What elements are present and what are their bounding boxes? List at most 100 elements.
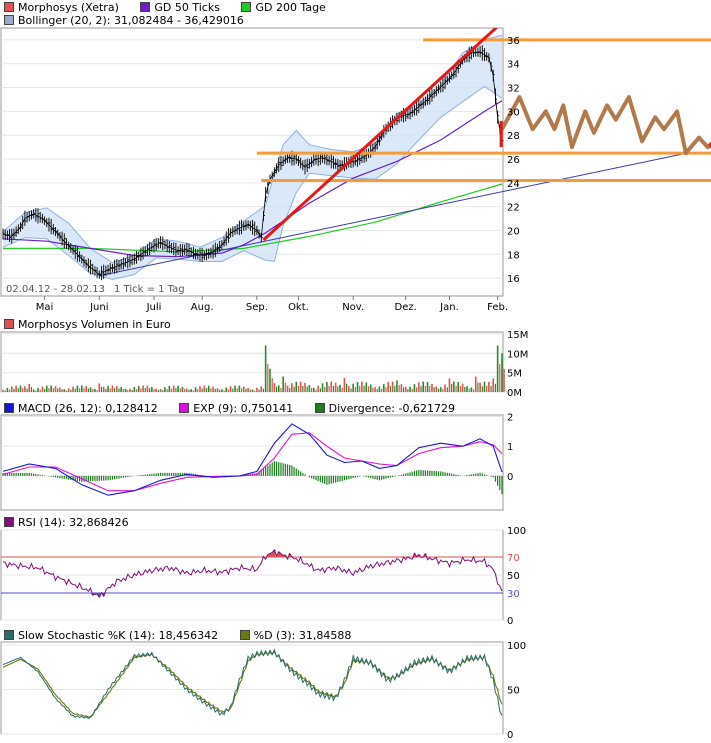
volume-bar bbox=[13, 388, 15, 392]
volume-bar bbox=[203, 385, 206, 392]
legend-stoch-k: Slow Stochastic %K (14): 18,456342 bbox=[4, 629, 218, 642]
volume-bar bbox=[109, 388, 111, 392]
volume-tick-label: 15M bbox=[507, 330, 528, 341]
volume-bar bbox=[105, 388, 107, 392]
volume-bar bbox=[404, 386, 407, 392]
volume-bar bbox=[433, 387, 435, 392]
volume-bar bbox=[15, 385, 17, 392]
volume-bar bbox=[65, 390, 68, 392]
volume-bar bbox=[470, 387, 473, 392]
macd-tick-label: 2 bbox=[507, 412, 513, 423]
stoch-tick-label: 0 bbox=[507, 730, 513, 741]
date-range: 02.04.12 - 28.02.13 bbox=[6, 284, 105, 295]
volume-bar bbox=[10, 386, 13, 392]
month-label: Okt. bbox=[288, 302, 309, 313]
volume-bar bbox=[216, 388, 219, 392]
volume-bar bbox=[242, 386, 245, 392]
volume-bar bbox=[389, 386, 391, 392]
rsi-tick-label: 0 bbox=[507, 616, 513, 627]
volume-bar bbox=[157, 389, 159, 392]
volume-bar bbox=[496, 345, 499, 392]
volume-bar bbox=[87, 388, 89, 392]
volume-bar bbox=[153, 389, 155, 392]
volume-bar bbox=[137, 385, 140, 392]
volume-bar bbox=[319, 388, 321, 392]
volume-bar bbox=[6, 387, 9, 392]
legend-label: Morphosys (Xetra) bbox=[18, 1, 119, 14]
volume-bar bbox=[170, 388, 173, 392]
volume-bar bbox=[503, 368, 505, 392]
volume-bar bbox=[308, 385, 311, 392]
volume-axis-ticks: 15M 10M 5M 0M bbox=[507, 330, 528, 399]
volume-bar bbox=[299, 381, 302, 392]
legend-macd: MACD (26, 12): 0,128412 bbox=[4, 402, 158, 415]
volume-bar bbox=[28, 383, 31, 392]
volume-bar bbox=[418, 382, 420, 392]
volume-bar bbox=[273, 383, 276, 392]
volume-bar bbox=[70, 389, 72, 392]
volume-bar bbox=[422, 381, 425, 392]
volume-bar bbox=[490, 385, 492, 392]
volume-legend: Morphosys Volumen in Euro bbox=[4, 318, 189, 331]
volume-bar bbox=[359, 386, 361, 392]
legend-exp: EXP (9): 0,750141 bbox=[179, 402, 293, 415]
volume-bar bbox=[302, 385, 304, 392]
volume-bar bbox=[236, 388, 238, 392]
volume-bar bbox=[295, 381, 298, 392]
volume-bar bbox=[142, 385, 144, 392]
volume-bar bbox=[111, 385, 114, 392]
price-legend: Morphosys (Xetra) GD 50 Ticks GD 200 Tag… bbox=[4, 1, 344, 14]
price-tick-label: 36 bbox=[507, 36, 520, 47]
volume-bars bbox=[2, 345, 505, 392]
macd-axis-ticks: 2 1 0 bbox=[507, 412, 513, 482]
volume-bar bbox=[374, 387, 376, 392]
volume-bar bbox=[76, 385, 79, 392]
volume-bar bbox=[289, 388, 291, 392]
volume-tick-label: 0M bbox=[507, 388, 522, 399]
volume-bar bbox=[107, 385, 109, 392]
price-tick-label: 24 bbox=[507, 179, 520, 190]
volume-bar bbox=[334, 382, 337, 392]
month-labels: Mai Juni Juli Aug. Sep. Okt. Nov. Dez. Jan. Feb. bbox=[36, 296, 508, 313]
price-panel: 16 18 20 22 24 26 28 30 32 34 36 02.04.12 - 28.02.… bbox=[0, 27, 711, 297]
volume-bar bbox=[483, 381, 486, 392]
volume-bar bbox=[80, 385, 83, 392]
volume-bar bbox=[234, 385, 236, 392]
volume-bar bbox=[343, 378, 346, 392]
volume-panel: 15M 10M 5M 0M bbox=[0, 330, 528, 399]
month-label: Juni bbox=[89, 302, 108, 313]
volume-bar bbox=[162, 390, 164, 392]
volume-bar bbox=[89, 387, 92, 392]
month-label: Aug. bbox=[191, 302, 214, 313]
volume-bar bbox=[369, 384, 372, 392]
macd-signal-line bbox=[2, 432, 503, 492]
legend-stoch-d: %D (3): 31,84588 bbox=[239, 629, 351, 642]
volume-bar bbox=[232, 388, 234, 392]
macd-line bbox=[2, 423, 503, 496]
volume-bar bbox=[317, 385, 319, 392]
volume-bar bbox=[37, 388, 39, 392]
volume-bar bbox=[116, 385, 118, 392]
volume-bar bbox=[129, 388, 131, 392]
volume-bar bbox=[207, 385, 210, 392]
bollinger-lower-line bbox=[2, 85, 503, 280]
volume-tick-label: 10M bbox=[507, 349, 528, 360]
volume-bar bbox=[321, 383, 324, 392]
volume-bar bbox=[219, 389, 221, 392]
volume-bar bbox=[122, 389, 124, 392]
stoch-legend: Slow Stochastic %K (14): 18,456342 %D (3… bbox=[4, 629, 369, 642]
legend-price: Morphosys (Xetra) bbox=[4, 1, 119, 14]
stoch-axis-ticks: 100 50 0 bbox=[507, 641, 526, 741]
volume-bar bbox=[396, 380, 398, 392]
volume-bar bbox=[184, 388, 186, 392]
macd-legend: MACD (26, 12): 0,128412 EXP (9): 0,75014… bbox=[4, 402, 473, 415]
legend-label: GD 50 Ticks bbox=[154, 1, 220, 14]
volume-bar bbox=[74, 388, 76, 392]
volume-bar bbox=[260, 386, 263, 392]
volume-bar bbox=[446, 387, 448, 392]
volume-bar bbox=[356, 382, 359, 392]
volume-bar bbox=[324, 386, 326, 392]
volume-bar bbox=[94, 389, 96, 392]
volume-bar bbox=[481, 386, 483, 392]
volume-bar bbox=[477, 382, 479, 392]
